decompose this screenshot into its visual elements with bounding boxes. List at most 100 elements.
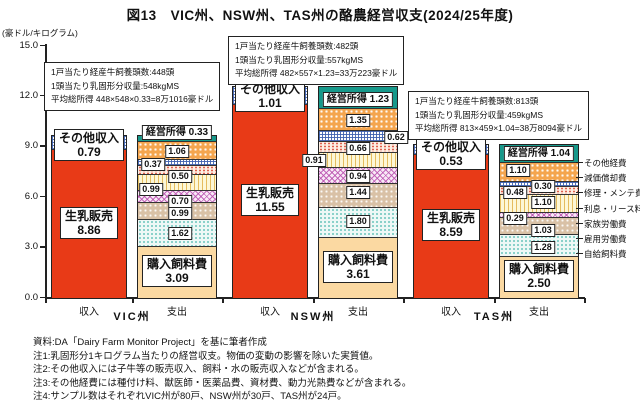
legend-connector	[576, 253, 583, 255]
legend-connector	[576, 222, 583, 224]
purchased-feed-label: 購入飼料費 2.50	[503, 260, 575, 292]
annotation-line: 平均総所得 813×459×1.04=38万8094豪ドル	[415, 123, 583, 133]
y-axis-line	[45, 44, 47, 297]
expense-value-label: 0.50	[168, 170, 192, 184]
legend-item-0: その他経費	[584, 158, 627, 168]
axis-label-income: 収入	[441, 307, 461, 318]
expense-value-label: 1.10	[531, 195, 555, 209]
other-income-label: その他収入 0.53	[415, 137, 487, 170]
legend-connector	[576, 192, 583, 194]
y-axis-tick	[40, 195, 46, 198]
annotation-line: 1頭当たり乳固形分収量:459kgMS	[415, 109, 543, 120]
other-income-label: その他収入 0.79	[53, 128, 125, 161]
expense-value-label: 0.30	[531, 179, 555, 193]
axis-label-spend: 支出	[348, 307, 368, 318]
legend-connector	[576, 162, 583, 163]
source-note: 資料:DA「Dairy Farm Monitor Project」を基に筆者作成	[33, 337, 267, 348]
axis-label-state: TAS州	[473, 311, 515, 323]
legend-item-3: 利息・リース料	[584, 203, 640, 214]
expense-value-label: 1.35	[346, 114, 370, 128]
y-axis-tick-label: 3.0	[24, 241, 38, 253]
annotation-line: 1戸当たり経産牛飼養頭数:482頭	[235, 41, 359, 51]
purchased-feed-label: 購入飼料費 3.61	[322, 250, 394, 283]
expense-value-label: 1.80	[346, 214, 370, 228]
annotation-box-vic: 1戸当たり経産牛飼養頭数:448頭 1頭当たり乳固形分収量:548kgMS 平均…	[44, 62, 221, 111]
legend-item-4: 家族労働費	[584, 218, 627, 229]
note-4: 注4:サンプル数はそれぞれVIC州が80戸、NSW州が30戸、TAS州が24戸。	[33, 391, 347, 403]
legend-connector	[576, 207, 583, 209]
expense-value-label: 1.44	[346, 185, 370, 199]
note-3: 注3:その他経費には種付け料、獣医師・医薬品費、資材費、動力光熱費などが含まれる…	[33, 377, 412, 389]
other-income-label: その他収入 1.01	[234, 79, 306, 112]
expense-value-label: 0.94	[346, 169, 370, 183]
note-1: 注1:乳固形分1キログラム当たりの経営収支。物価の変動の影響を除いた実質値。	[33, 350, 379, 362]
axis-label-income: 収入	[260, 307, 280, 318]
milk-sales-label: 生乳販売 11.55	[240, 183, 300, 216]
axis-label-state: NSW州	[290, 311, 336, 323]
legend-item-6: 自給飼料費	[584, 249, 627, 260]
x-axis-tick	[403, 298, 405, 303]
expense-value-label: 0.91	[302, 153, 326, 167]
y-axis-tick-label: 6.0	[24, 190, 38, 202]
annotation-box-tas: 1戸当たり経産牛飼養頭数:813頭 1頭当たり乳固形分収量:459kgMS 平均…	[408, 91, 590, 140]
operating-income-label: 経営所得 0.33	[141, 125, 213, 141]
legend-item-2: 修理・メンテ費	[584, 188, 640, 199]
x-axis-tick	[494, 298, 496, 303]
y-axis-tick-label: 15.0	[19, 39, 39, 51]
milk-sales-label: 生乳販売 8.86	[59, 206, 119, 239]
operating-income-label: 経営所得 1.23	[322, 91, 394, 107]
milk-sales-label: 生乳販売 8.59	[421, 208, 481, 241]
y-axis-tick-label: 9.0	[24, 140, 38, 152]
x-axis-tick	[222, 298, 224, 303]
expense-value-label: 0.62	[384, 131, 408, 145]
annotation-line: 1戸当たり経産牛飼養頭数:448頭	[51, 67, 175, 77]
expense-value-label: 1.62	[168, 226, 192, 240]
axis-label-spend: 支出	[167, 307, 187, 318]
x-axis-tick	[313, 298, 315, 303]
x-axis-line	[45, 297, 585, 299]
purchased-feed-label: 購入飼料費 3.09	[141, 255, 213, 288]
annotation-box-nsw: 1戸当たり経産牛飼養頭数:482頭 1頭当たり乳固形分収量:557kgMS 平均…	[228, 36, 405, 85]
footnotes: 資料:DA「Dairy Farm Monitor Project」を基に筆者作成…	[33, 336, 411, 404]
expense-value-label: 1.03	[531, 224, 555, 238]
y-axis-tick-label: 0.0	[24, 291, 38, 303]
expense-value-label: 1.28	[531, 240, 555, 254]
bar-segment-expense-1	[319, 130, 397, 141]
axis-label-spend: 支出	[529, 307, 549, 318]
legend-item-5: 雇用労働費	[584, 234, 627, 244]
annotation-line: 1頭当たり乳固形分収量:548kgMS	[51, 80, 179, 91]
bar-segment-expense-4	[500, 212, 578, 218]
expense-value-label: 0.48	[503, 186, 527, 200]
bar-segment-expense-2	[138, 165, 216, 174]
note-2: 注2:その他収入には子牛等の販売収入、飼料・水の販売収入などが含まれる。	[33, 364, 364, 376]
y-axis-tick	[40, 145, 46, 147]
y-axis-tick	[40, 44, 46, 46]
x-axis-tick	[584, 298, 586, 303]
expense-value-label: 0.99	[139, 182, 163, 196]
annotation-line: 平均総所得 482×557×1.23=33万223豪ドル	[235, 68, 398, 78]
operating-income-label: 経営所得 1.04	[503, 146, 575, 162]
axis-label-state: VIC州	[113, 311, 151, 323]
expense-value-label: 0.70	[168, 194, 192, 208]
expense-value-label: 0.99	[168, 207, 192, 221]
axis-label-income: 収入	[79, 307, 99, 318]
legend-connector	[576, 238, 583, 239]
y-axis-tick-label: 12.0	[19, 89, 39, 101]
y-axis-tick	[40, 94, 46, 97]
y-axis-unit-label: (豪ドル/キログラム)	[2, 28, 78, 38]
bar-segment-expense-1	[138, 159, 216, 166]
y-axis-tick	[40, 296, 46, 298]
annotation-line: 1戸当たり経産牛飼養頭数:813頭	[415, 96, 539, 106]
expense-value-label: 0.37	[141, 157, 165, 171]
y-axis-tick	[40, 246, 46, 248]
expense-value-label: 0.29	[503, 212, 527, 226]
legend-item-1: 減価償却費	[584, 173, 627, 184]
x-axis-tick	[45, 298, 47, 303]
figure-title: 図13 VIC州、NSW州、TAS州の酪農経営収支(2024/25年度)	[126, 8, 514, 23]
expense-value-label: 0.66	[346, 141, 370, 155]
legend-connector	[576, 177, 583, 179]
x-axis-tick	[132, 298, 134, 303]
expense-value-label: 1.06	[165, 144, 189, 158]
annotation-line: 1頭当たり乳固形分収量:557kgMS	[235, 54, 363, 65]
